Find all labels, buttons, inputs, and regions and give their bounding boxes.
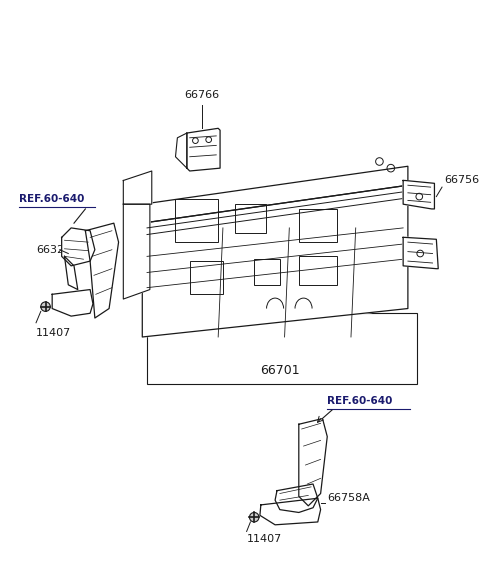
Polygon shape (403, 238, 438, 269)
Polygon shape (123, 204, 150, 299)
Polygon shape (64, 256, 78, 289)
Polygon shape (52, 289, 93, 316)
Bar (190, 261, 223, 294)
Bar (235, 204, 265, 233)
Polygon shape (142, 166, 408, 223)
Polygon shape (275, 484, 318, 512)
Polygon shape (61, 228, 95, 266)
Polygon shape (123, 171, 152, 204)
Polygon shape (260, 498, 321, 525)
Bar (299, 209, 337, 242)
Polygon shape (176, 133, 187, 168)
Polygon shape (61, 228, 95, 266)
Circle shape (41, 302, 50, 311)
Text: REF.60-640: REF.60-640 (327, 396, 393, 406)
Polygon shape (187, 128, 220, 171)
Polygon shape (142, 185, 408, 337)
Polygon shape (187, 128, 220, 171)
Text: 11407: 11407 (247, 534, 282, 544)
Text: 66766: 66766 (184, 90, 220, 100)
Polygon shape (85, 223, 119, 318)
Polygon shape (176, 133, 187, 168)
Polygon shape (403, 238, 438, 269)
Polygon shape (52, 289, 93, 316)
Polygon shape (403, 181, 434, 209)
Polygon shape (123, 204, 150, 299)
Polygon shape (64, 256, 78, 289)
Text: 66327: 66327 (36, 245, 72, 254)
Polygon shape (142, 166, 408, 223)
Bar (176, 199, 218, 242)
Text: REF.60-640: REF.60-640 (19, 194, 84, 204)
Bar (254, 259, 280, 285)
Polygon shape (403, 181, 434, 209)
Polygon shape (299, 418, 327, 506)
Polygon shape (123, 171, 152, 204)
Polygon shape (299, 418, 327, 506)
Text: 66701: 66701 (260, 364, 300, 377)
Text: 11407: 11407 (36, 328, 72, 338)
Circle shape (250, 512, 259, 522)
Polygon shape (260, 498, 321, 525)
Polygon shape (85, 223, 119, 318)
Bar (299, 256, 337, 285)
Bar (147, 313, 418, 385)
Polygon shape (275, 484, 318, 512)
Text: 66756: 66756 (444, 176, 479, 185)
Text: 66758A: 66758A (327, 493, 370, 503)
Polygon shape (142, 185, 408, 337)
